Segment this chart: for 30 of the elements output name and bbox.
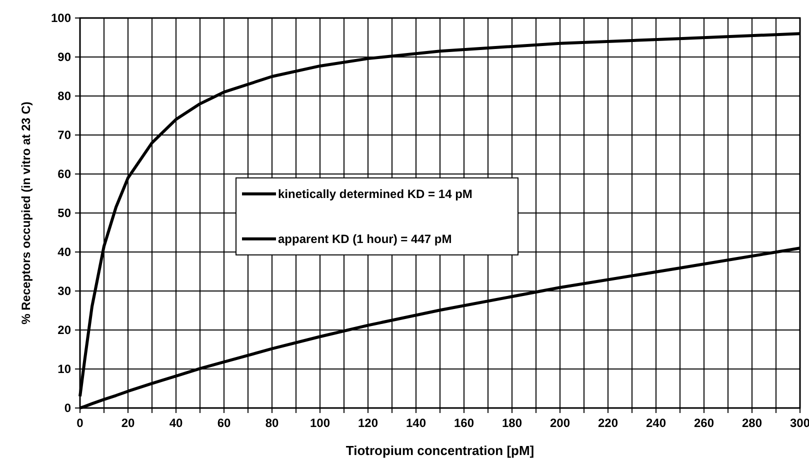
x-tick-label: 280 bbox=[742, 416, 762, 430]
x-tick-label: 240 bbox=[646, 416, 666, 430]
y-tick-label: 60 bbox=[58, 167, 72, 181]
legend-label: apparent KD (1 hour) = 447 pM bbox=[278, 232, 452, 246]
y-tick-label: 100 bbox=[50, 11, 72, 25]
x-tick-label: 100 bbox=[310, 416, 330, 430]
legend-label: kinetically determined KD = 14 pM bbox=[278, 186, 472, 201]
x-axis-title: Tiotropium concentration [pM] bbox=[346, 443, 534, 458]
x-tick-label: 160 bbox=[454, 416, 474, 430]
x-tick-label: 140 bbox=[406, 416, 426, 430]
y-tick-label: 50 bbox=[58, 206, 72, 220]
x-tick-label: 260 bbox=[694, 416, 714, 430]
x-tick-label: 0 bbox=[76, 416, 84, 430]
x-tick-label: 60 bbox=[217, 416, 231, 430]
x-tick-label: 120 bbox=[358, 416, 378, 430]
y-tick-label: 40 bbox=[58, 245, 72, 259]
y-tick-label: 0 bbox=[64, 401, 72, 415]
x-tick-label: 180 bbox=[502, 416, 522, 430]
y-axis-title: % Receptors occupied (in vitro at 23 C) bbox=[19, 102, 33, 324]
y-tick-label: 20 bbox=[58, 323, 72, 337]
y-tick-label: 30 bbox=[58, 284, 72, 298]
x-tick-label: 20 bbox=[121, 416, 135, 430]
y-tick-label: 70 bbox=[58, 128, 72, 142]
y-tick-label: 10 bbox=[58, 362, 72, 376]
x-tick-label: 80 bbox=[265, 416, 279, 430]
y-tick-label: 90 bbox=[58, 50, 72, 64]
x-tick-label: 220 bbox=[598, 416, 618, 430]
y-tick-label: 80 bbox=[58, 89, 72, 103]
x-tick-label: 40 bbox=[169, 416, 183, 430]
x-tick-label: 200 bbox=[550, 416, 570, 430]
